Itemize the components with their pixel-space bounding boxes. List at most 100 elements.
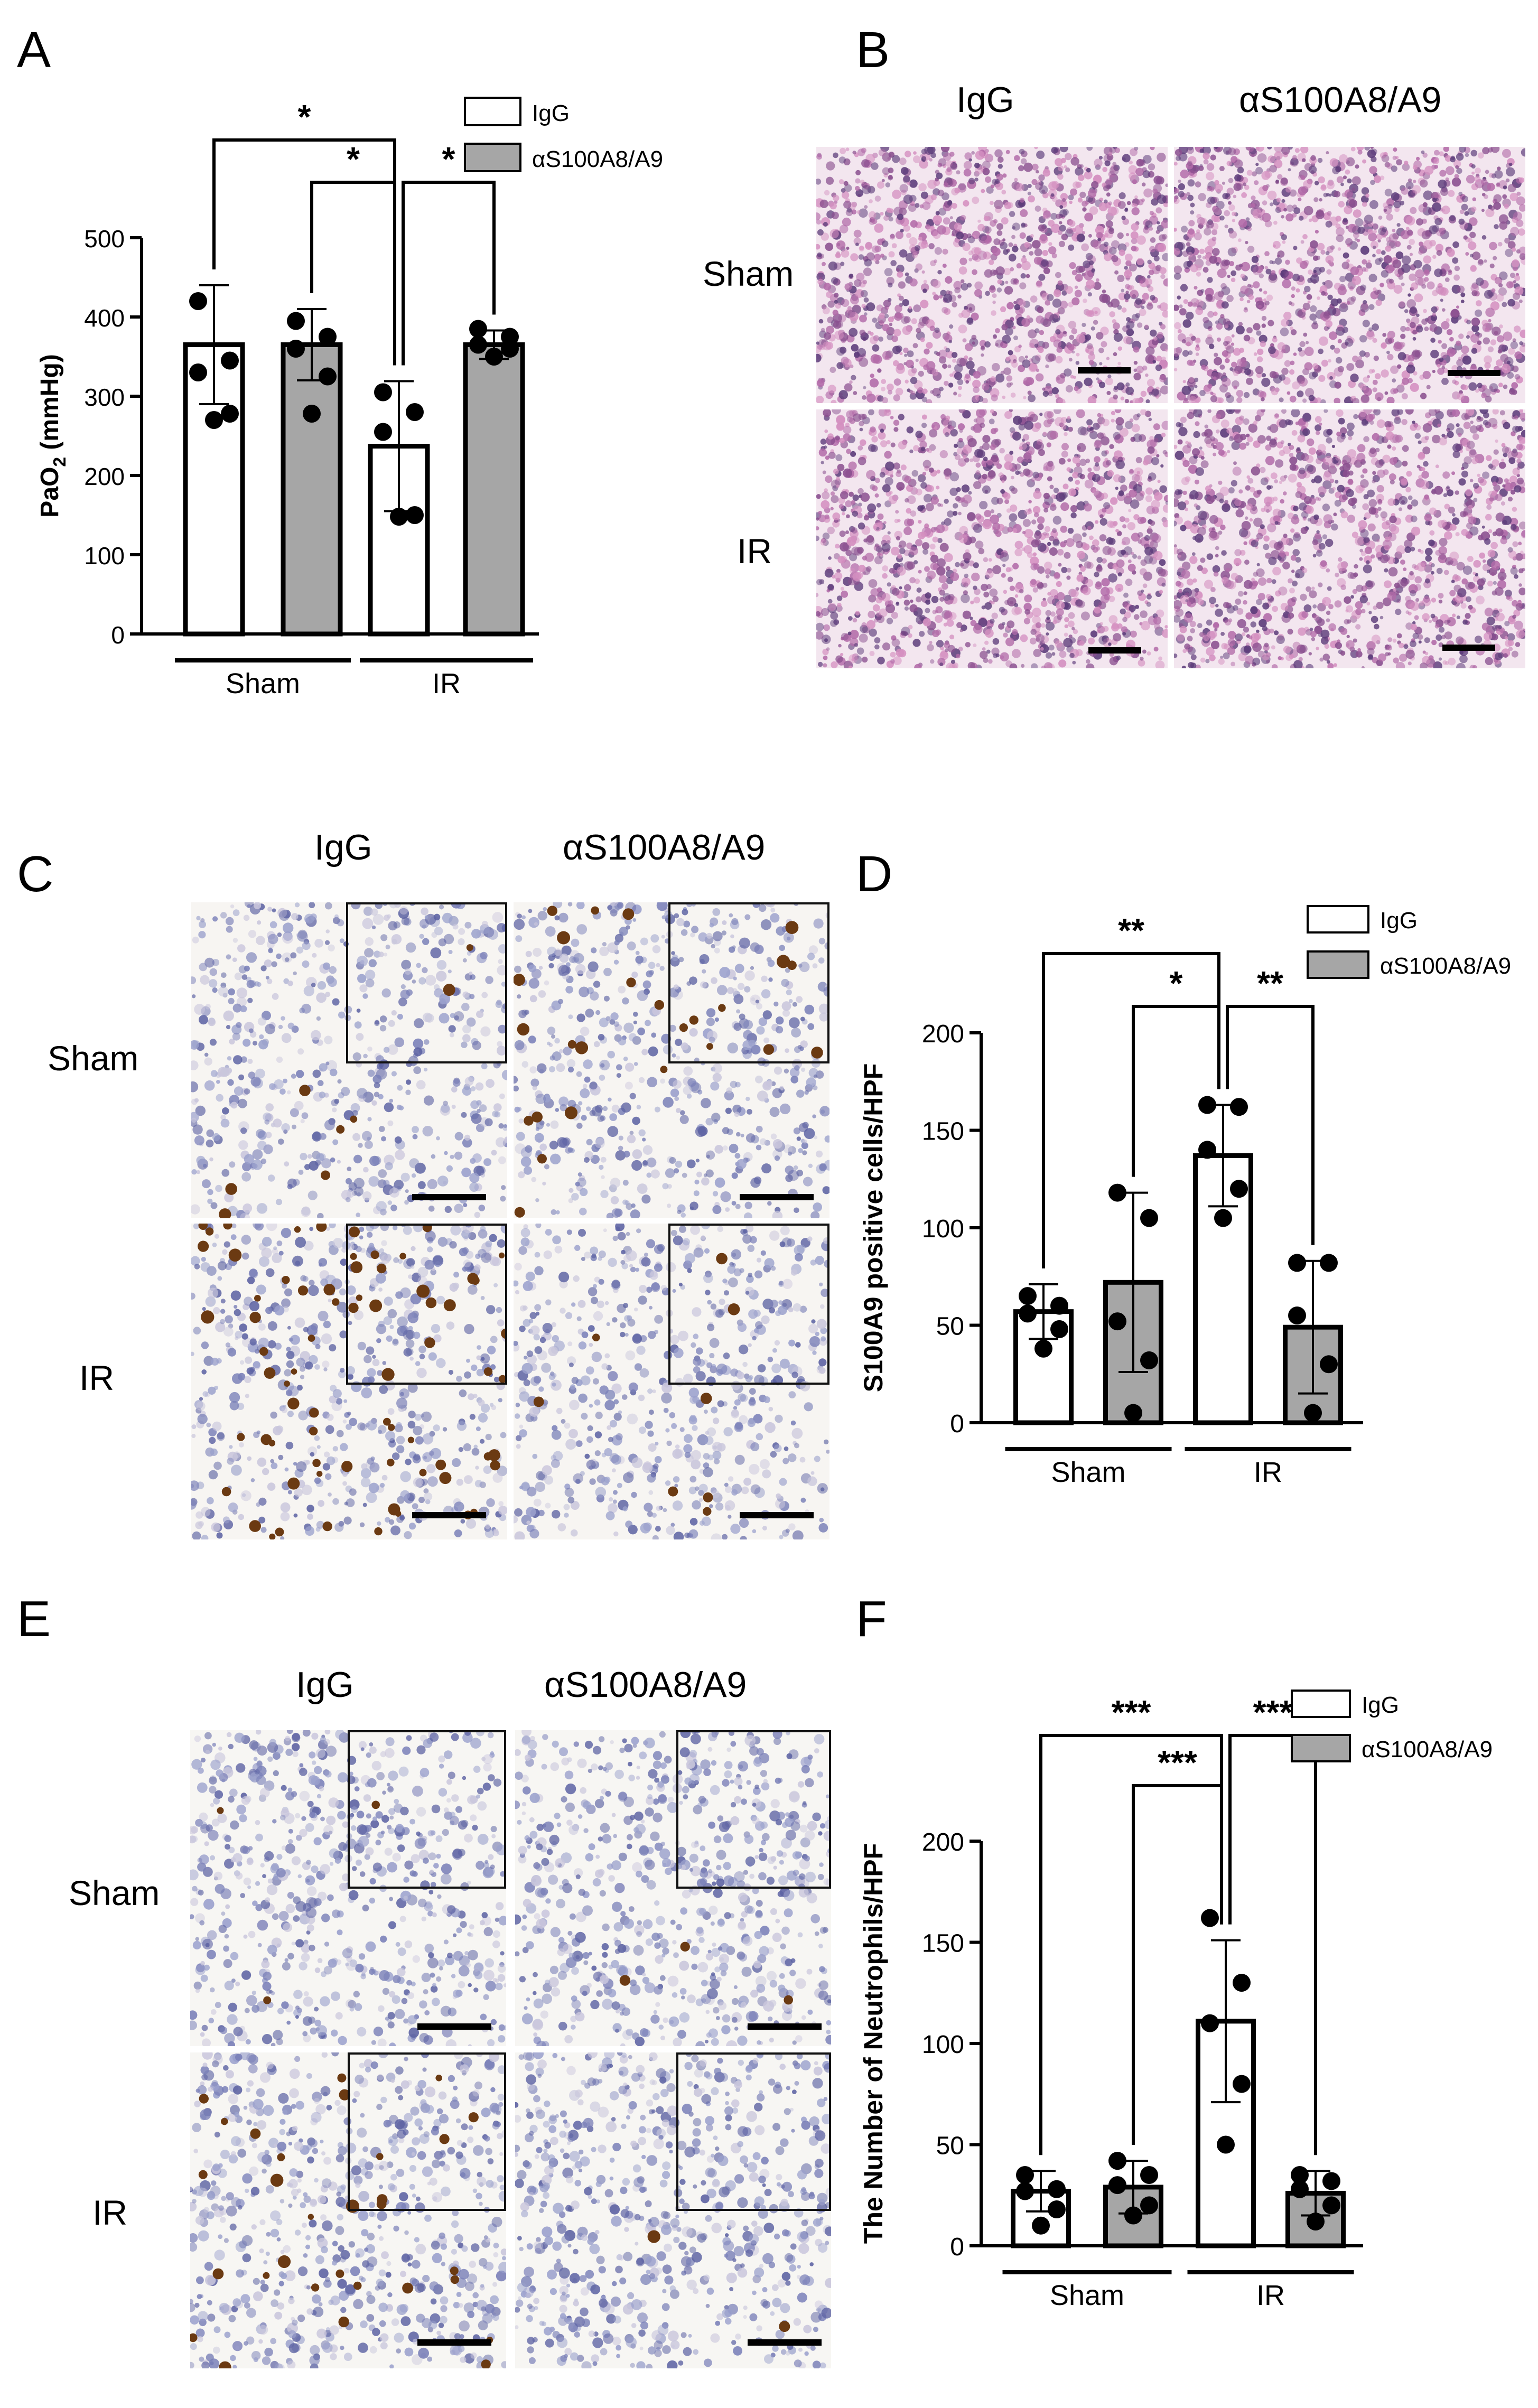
data-point [221,405,239,423]
data-point [1050,1296,1068,1315]
panel-letter-e: E [17,1591,51,1647]
ihc-micrograph-ir-igg [191,1224,507,1539]
data-point [1034,1339,1052,1358]
data-point [501,340,519,358]
y-tick-label: 200 [922,1020,964,1048]
y-tick-label: 100 [922,2031,964,2059]
legend-swatch [464,97,521,126]
magnified-inset [668,902,829,1063]
scale-bar [1448,370,1500,376]
panel-c-col-anti: αS100A8/A9 [563,827,766,867]
data-point [1322,2172,1340,2190]
scale-bar [748,2339,822,2346]
data-point [1214,1209,1232,1227]
data-point [1050,1320,1068,1338]
magnified-inset [346,902,507,1063]
ihc-micrograph-ir-anti [514,1224,829,1539]
data-point [1048,2180,1066,2198]
panel-c-row-sham: Sham [48,1039,139,1078]
data-point [1140,1351,1158,1369]
legend-label: IgG [1362,1692,1399,1718]
significance-bracket [212,138,396,366]
panel-b-col-anti: αS100A8/A9 [1239,80,1442,120]
y-axis-title: PaO2 (mmHg) [36,354,70,517]
data-point [1140,1209,1158,1227]
significance-label: * [347,140,360,178]
data-point [1124,2206,1142,2225]
data-point [319,328,337,346]
data-point [1019,1287,1037,1305]
legend-label: αS100A8/A9 [1362,1737,1493,1762]
neutrophil-bar-chart: 0 50 100 150 200 The Number of Neutrophils/HP… [859,1690,1493,2311]
data-point [287,340,305,358]
scale-bar [1078,367,1131,374]
data-point [1032,2216,1050,2235]
magnified-inset [346,1224,507,1385]
data-point [1140,2196,1158,2215]
panel-letter-d: D [856,846,893,902]
significance-bracket [1132,1005,1220,1177]
data-point [1108,2152,1126,2170]
significance-bracket [1039,1734,1223,2155]
data-point [205,411,223,429]
panel-c-col-igg: IgG [314,827,372,867]
data-point [1016,2166,1034,2184]
significance-bracket [402,181,496,366]
y-tick-label: 0 [950,2233,964,2261]
panel-letter-c: C [17,846,54,902]
y-tick-label: 200 [922,1828,964,1856]
significance-bracket [1226,1005,1315,1245]
y-tick-label: 0 [111,621,125,649]
scale-bar [1442,645,1495,651]
data-point [189,363,207,381]
data-point [485,348,503,366]
legend-label: IgG [1380,908,1418,934]
data-point [374,383,392,402]
legend-label: IgG [532,100,570,126]
group-label: IR [1256,2280,1285,2311]
y-tick-label: 0 [950,1410,964,1438]
y-tick-label: 300 [84,384,125,411]
data-point [1201,1909,1219,1927]
he-micrograph-sham-igg [816,147,1168,403]
data-point [390,508,408,526]
panel-b-col-igg: IgG [956,80,1014,120]
data-point [1233,2075,1251,2093]
significance-label: *** [1253,1693,1293,1731]
magnified-inset [676,2052,831,2211]
data-point [319,367,337,386]
y-tick-label: 100 [84,542,125,570]
legend-swatch [1291,1734,1351,1762]
he-micrograph-ir-anti [1174,409,1525,668]
y-axis-title: The Number of Neutrophils/HPF [859,1843,888,2244]
y-tick-label: 50 [936,2132,964,2160]
panel-letter-b: B [856,22,890,78]
y-tick-label: 150 [922,1930,964,1958]
data-point [1217,2135,1235,2154]
data-point [1230,1180,1248,1198]
magnified-inset [348,2052,506,2211]
panel-c-row-ir: IR [79,1358,114,1397]
panel-e-col-igg: IgG [296,1665,354,1705]
magnified-inset [348,1730,506,1889]
ihc-micrograph-sham-igg [191,902,507,1218]
y-tick-label: 500 [84,225,125,253]
data-point [1108,1312,1126,1331]
y-tick-label: 150 [922,1118,964,1146]
data-point [1320,1254,1338,1272]
panel-letter-f: F [856,1591,887,1647]
panel-e-row-sham: Sham [69,1873,160,1912]
panel-letter-a: A [17,22,51,78]
s100a9-bar-chart: 0 50 100 150 200 S100A9 positive cells/HPF Sha… [859,905,1511,1488]
data-point [1322,2196,1340,2215]
data-point [1291,2180,1309,2198]
scale-bar [417,2023,491,2030]
data-point [1201,2014,1219,2032]
he-micrograph-sham-anti [1174,147,1525,403]
significance-label: *** [1158,1743,1197,1781]
y-tick-label: 50 [936,1313,964,1341]
scale-bar [740,1512,814,1518]
y-tick-label: 400 [84,304,125,332]
group-label: Sham [1050,2280,1124,2311]
y-tick-label: 200 [84,463,125,490]
